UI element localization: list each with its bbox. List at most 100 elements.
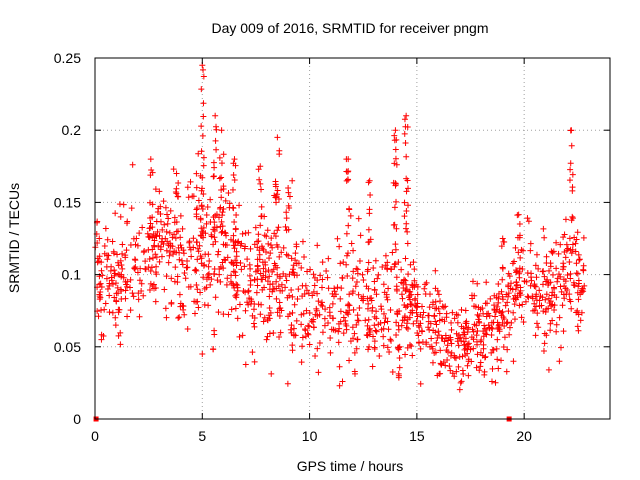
data-point [393, 198, 400, 205]
data-point [232, 239, 239, 246]
data-point [222, 197, 229, 204]
data-point [176, 291, 183, 298]
data-point [510, 309, 517, 316]
data-point [289, 269, 296, 276]
data-point [559, 266, 566, 273]
data-point [156, 258, 163, 265]
data-point [151, 237, 158, 244]
data-point [547, 279, 554, 286]
data-point [540, 308, 547, 315]
data-point [122, 252, 129, 259]
data-point [441, 318, 448, 325]
data-point [282, 223, 289, 230]
data-point [218, 174, 225, 181]
data-point [299, 343, 306, 350]
data-point [185, 194, 192, 201]
data-point [326, 309, 333, 316]
data-point [196, 242, 203, 249]
data-point [103, 275, 110, 282]
data-point [455, 342, 462, 349]
data-point [477, 349, 484, 356]
axis-ticks [94, 57, 610, 420]
data-point [575, 280, 582, 287]
data-point [531, 282, 538, 289]
data-point [117, 329, 124, 336]
data-point [164, 220, 171, 227]
data-point [149, 255, 156, 262]
data-point [200, 73, 207, 80]
data-point [179, 225, 186, 232]
data-point [289, 293, 296, 300]
data-point [420, 309, 427, 316]
data-point [257, 180, 264, 187]
data-point [517, 254, 524, 261]
data-point [251, 241, 258, 248]
data-point [549, 271, 556, 278]
data-point [336, 243, 343, 250]
data-point [278, 307, 285, 314]
data-point [499, 308, 506, 315]
y-tick-label: 0.15 [54, 194, 81, 210]
data-point [577, 291, 584, 298]
data-point [412, 295, 419, 302]
data-point [291, 301, 298, 308]
data-point [201, 301, 208, 308]
data-point [346, 291, 353, 298]
data-point [542, 278, 549, 285]
data-point [350, 335, 357, 342]
data-point [122, 278, 129, 285]
data-point [262, 268, 269, 275]
data-point [134, 269, 141, 276]
data-point [498, 357, 505, 364]
data-point [177, 212, 184, 219]
data-point [269, 281, 276, 288]
data-point [198, 148, 205, 155]
data-point [460, 370, 467, 377]
x-tick-label: 10 [302, 428, 318, 444]
data-point [116, 306, 123, 313]
data-point [194, 205, 201, 212]
data-point [316, 311, 323, 318]
data-point [557, 241, 564, 248]
data-point [378, 306, 385, 313]
data-point [199, 132, 206, 139]
data-point [194, 286, 201, 293]
data-point [417, 380, 424, 387]
data-point [200, 274, 207, 281]
data-point [351, 368, 358, 375]
data-point [476, 312, 483, 319]
data-point [411, 266, 418, 273]
data-point [260, 246, 267, 253]
data-point [557, 344, 564, 351]
data-point [564, 245, 571, 252]
data-point [398, 291, 405, 298]
data-point [371, 287, 378, 294]
data-point [366, 238, 373, 245]
data-point [325, 285, 332, 292]
data-point [98, 267, 105, 274]
data-point [575, 327, 582, 334]
data-point [510, 358, 517, 365]
data-point [210, 241, 217, 248]
data-point [408, 291, 415, 298]
data-point [429, 299, 436, 306]
data-point [184, 264, 191, 271]
data-point [414, 291, 421, 298]
data-point [311, 274, 318, 281]
data-point [462, 320, 469, 327]
data-point [473, 332, 480, 339]
data-point [533, 251, 540, 258]
data-point [576, 256, 583, 263]
data-point [470, 345, 477, 352]
data-point [124, 313, 131, 320]
data-point [404, 344, 411, 351]
data-point [395, 344, 402, 351]
data-point [337, 295, 344, 302]
data-point [272, 233, 279, 240]
data-point [513, 267, 520, 274]
data-point [569, 241, 576, 248]
data-point [275, 283, 282, 290]
data-point [372, 327, 379, 334]
data-point [489, 365, 496, 372]
data-point [117, 257, 124, 264]
